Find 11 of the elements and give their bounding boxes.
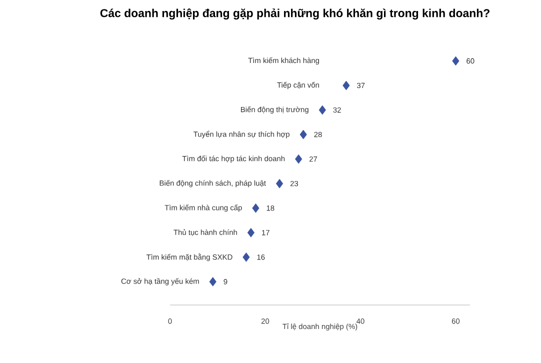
point: [252, 203, 260, 213]
point: [342, 80, 350, 90]
chart-title: Các doanh nghiệp đang gặp phải những khó khăn gì trong kinh doanh?: [100, 8, 490, 20]
point: [242, 252, 250, 262]
point: [247, 228, 255, 238]
point: [295, 154, 302, 164]
point: [276, 178, 284, 188]
point: [452, 56, 460, 66]
point: [209, 277, 216, 286]
point: [300, 130, 307, 140]
point: [318, 105, 326, 115]
